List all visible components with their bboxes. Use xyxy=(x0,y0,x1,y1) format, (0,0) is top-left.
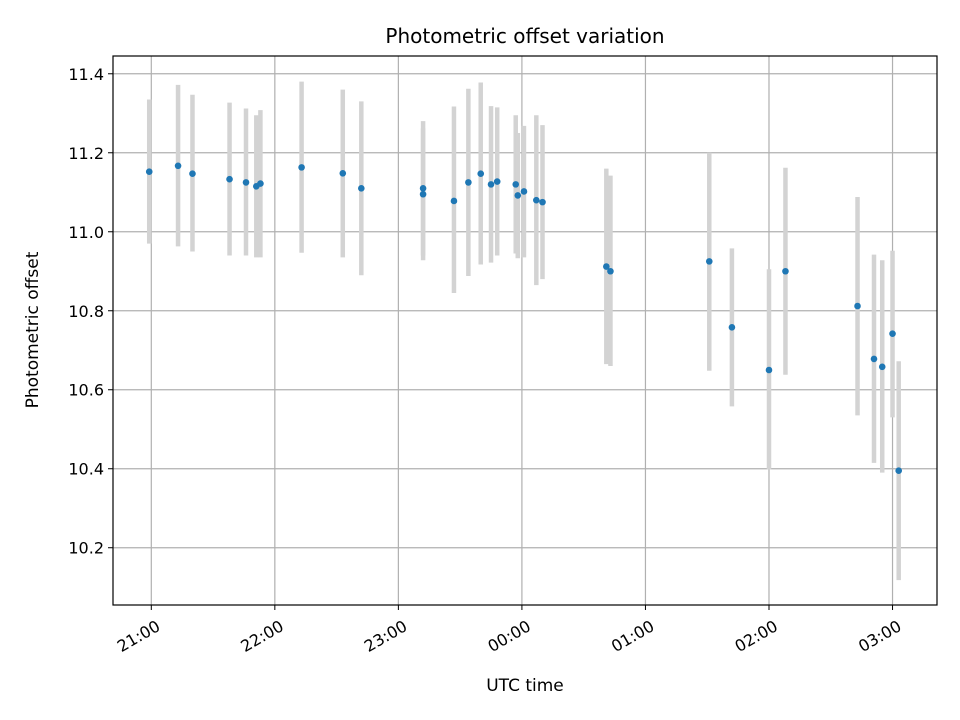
plot-frame xyxy=(112,55,938,606)
y-axis-label: Photometric offset xyxy=(23,251,43,408)
data-point xyxy=(477,170,485,177)
data-point xyxy=(889,330,896,337)
data-point xyxy=(174,162,182,170)
data-points xyxy=(145,162,903,475)
data-point xyxy=(533,196,540,204)
data-point xyxy=(419,190,427,198)
data-point xyxy=(514,192,522,199)
y-tick-label: 10.2 xyxy=(68,539,104,558)
y-tick-label: 10.8 xyxy=(68,302,104,321)
data-point xyxy=(895,467,903,475)
data-point xyxy=(493,178,501,185)
data-point xyxy=(226,175,233,183)
data-point xyxy=(487,181,495,188)
data-point xyxy=(257,180,264,187)
y-tick-label: 11.0 xyxy=(68,223,104,242)
data-point xyxy=(358,185,365,192)
data-point xyxy=(189,170,196,177)
data-point xyxy=(145,168,153,176)
data-point xyxy=(242,179,250,186)
y-tick-label: 10.4 xyxy=(68,460,104,479)
y-tick-label: 10.6 xyxy=(68,381,104,400)
data-point xyxy=(782,267,789,275)
grid-lines xyxy=(113,56,937,605)
data-point xyxy=(878,363,886,371)
y-tick-label: 11.2 xyxy=(68,144,104,163)
data-point xyxy=(607,267,614,275)
data-point xyxy=(419,185,427,192)
y-tick-label: 11.4 xyxy=(68,65,104,84)
data-point xyxy=(465,179,472,186)
data-point xyxy=(450,197,458,205)
data-point xyxy=(728,324,736,331)
data-point xyxy=(539,198,546,206)
chart-title: Photometric offset variation xyxy=(385,24,664,48)
x-axis-label: UTC time xyxy=(486,676,564,696)
data-point xyxy=(603,263,610,270)
data-point xyxy=(298,164,305,171)
data-point xyxy=(705,258,713,265)
y-axis-ticks: 10.2 10.4 10.6 10.8 11.0 11.2 11.4 xyxy=(68,65,113,558)
data-point xyxy=(765,366,773,374)
data-point xyxy=(854,302,861,310)
data-point xyxy=(339,170,347,177)
data-point xyxy=(512,181,520,188)
data-point xyxy=(520,188,528,195)
data-point xyxy=(870,355,878,363)
